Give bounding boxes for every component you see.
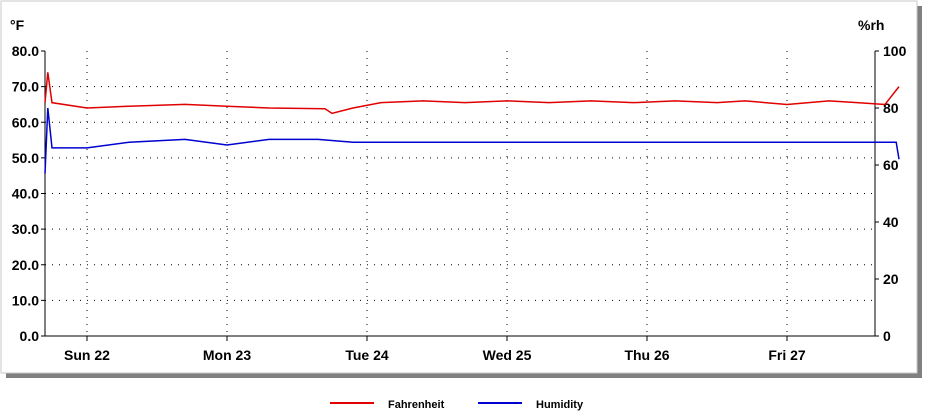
legend-label-fahrenheit: Fahrenheit <box>388 399 445 411</box>
right-tick-label: 40 <box>883 214 899 230</box>
legend-label-humidity: Humidity <box>536 399 584 411</box>
left-tick-label: 40.0 <box>12 186 39 202</box>
legend: Fahrenheit Humidity <box>330 399 584 411</box>
left-tick-label: 10.0 <box>12 292 39 308</box>
right-tick-label: 100 <box>883 43 907 59</box>
left-tick-label: 20.0 <box>12 257 39 273</box>
right-tick-label: 20 <box>883 271 899 287</box>
x-tick-label: Wed 25 <box>483 347 532 363</box>
left-axis-unit: °F <box>10 17 25 33</box>
series-line-humidity <box>44 107 900 174</box>
right-tick-label: 60 <box>883 157 899 173</box>
left-tick-label: 30.0 <box>12 221 39 237</box>
left-tick-label: 50.0 <box>12 150 39 166</box>
series-layer <box>44 72 900 174</box>
left-tick-label: 80.0 <box>12 43 39 59</box>
right-axis-unit: %rh <box>858 17 884 33</box>
left-tick-label: 0.0 <box>20 328 40 344</box>
right-tick-label: 0 <box>883 328 891 344</box>
axes: 0.0 10.0 20.0 30.0 40.0 50.0 60.0 70.0 80.0 0 20 40… <box>12 43 907 363</box>
x-tick-label: Mon 23 <box>203 347 251 363</box>
x-tick-label: Fri 27 <box>768 347 806 363</box>
series-line-fahrenheit <box>44 72 900 115</box>
left-tick-label: 60.0 <box>12 114 39 130</box>
right-tick-label: 80 <box>883 100 899 116</box>
x-tick-label: Sun 22 <box>64 347 110 363</box>
chart-frame <box>0 0 918 374</box>
x-tick-label: Thu 26 <box>624 347 669 363</box>
left-tick-label: 70.0 <box>12 79 39 95</box>
x-tick-label: Tue 24 <box>345 347 389 363</box>
